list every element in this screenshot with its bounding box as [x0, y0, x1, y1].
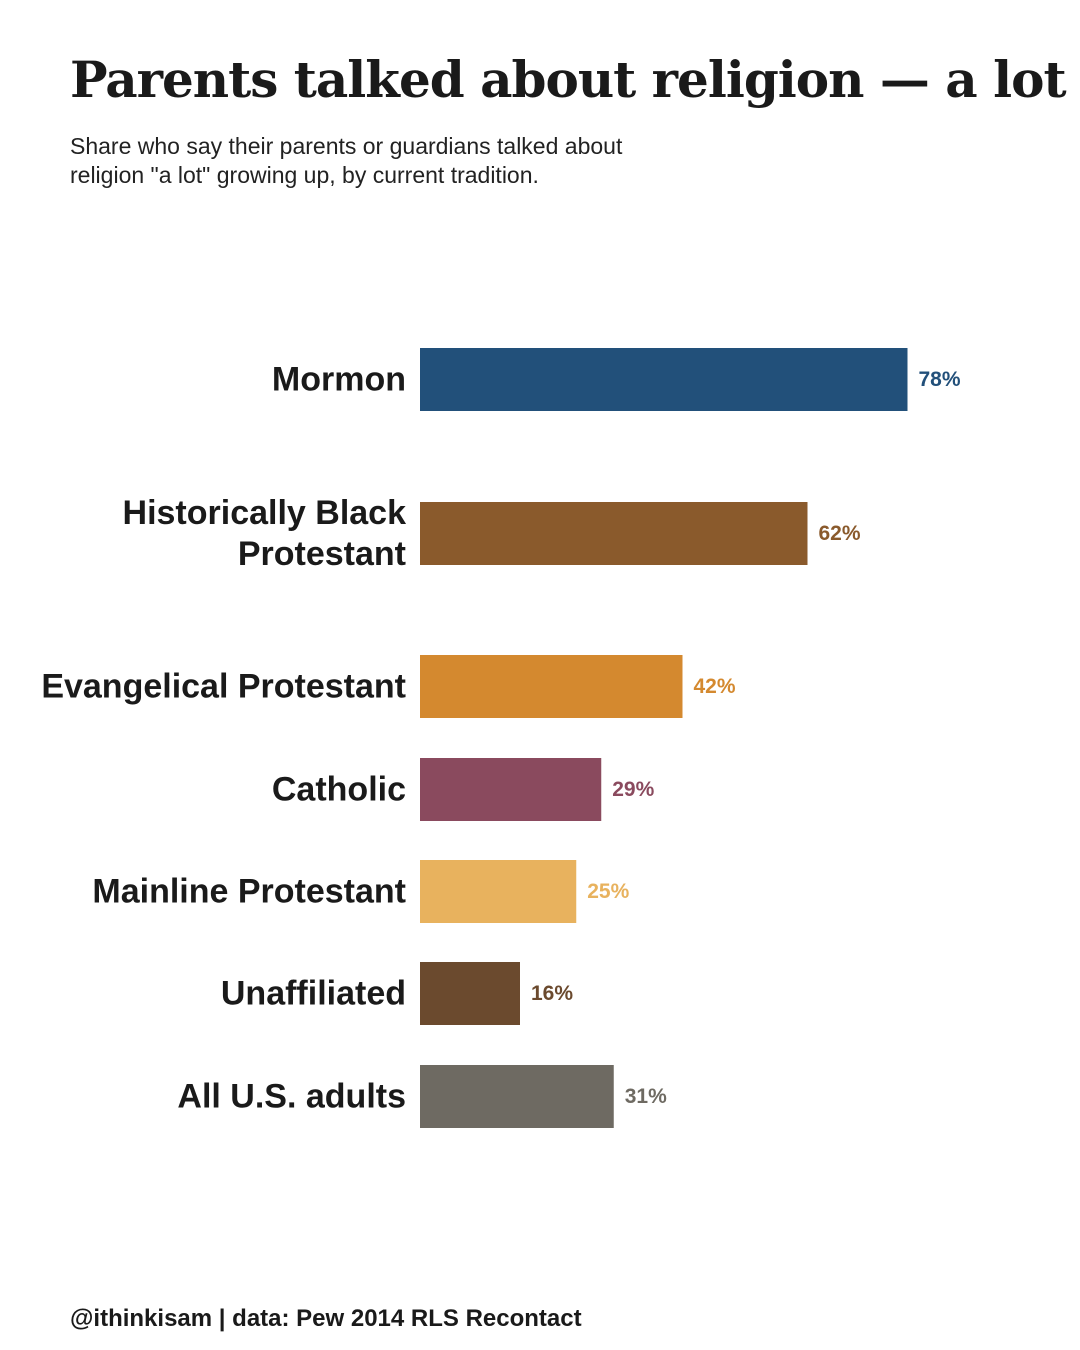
value-label-4: 25% [587, 880, 629, 903]
value-label-2: 42% [694, 675, 736, 698]
value-label-5: 16% [531, 982, 573, 1005]
bar-5 [420, 962, 520, 1025]
category-label-2: Evangelical Protestant [41, 668, 406, 706]
value-label-3: 29% [612, 778, 654, 801]
bar-2 [420, 655, 683, 718]
category-label-1-line-1: Protestant [238, 535, 406, 573]
bar-4 [420, 860, 577, 923]
value-label-6: 31% [625, 1085, 667, 1108]
chart-title: Parents talked about religion — a lot [70, 50, 1067, 109]
bars-group: 78% Mormon 62% Historically BlackProtestant… [41, 348, 961, 1128]
value-label-0: 78% [919, 368, 961, 391]
category-label-5: Unaffiliated [221, 975, 406, 1013]
bar-1 [420, 502, 808, 565]
category-label-1-line-0: Historically Black [123, 494, 407, 532]
bar-6 [420, 1065, 614, 1128]
category-label-3: Catholic [272, 771, 406, 809]
bar-3 [420, 758, 602, 821]
category-label-0: Mormon [272, 361, 406, 399]
category-label-4: Mainline Protestant [92, 873, 406, 911]
category-label-6: All U.S. adults [177, 1078, 406, 1116]
bar-0 [420, 348, 908, 411]
chart-subtitle: Share who say their parents or guardians… [70, 133, 623, 188]
value-label-1: 62% [819, 522, 861, 545]
footer-credit: @ithinkisam | data: Pew 2014 RLS Reconta… [70, 1305, 582, 1332]
